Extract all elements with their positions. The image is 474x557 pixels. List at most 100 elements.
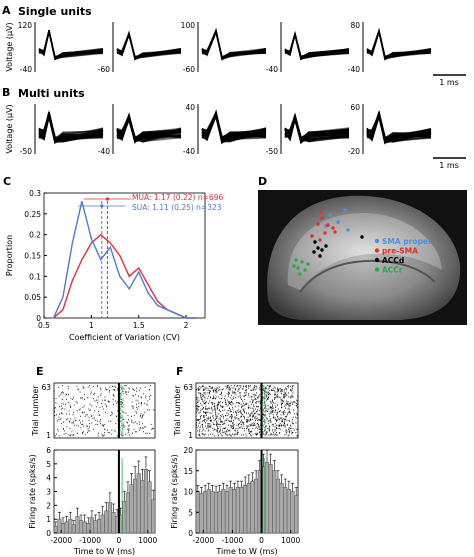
panel-letter-a: A <box>2 4 11 17</box>
y-tick-label: 20 <box>183 446 193 455</box>
y-tick-label: 0.25 <box>24 210 41 219</box>
psth-bar <box>294 495 299 534</box>
waveform-row-single: 120 -40 -60 100 -60 -40 80 -40 Voltage (μV) 1 ms <box>5 21 466 87</box>
x-tick-label: -2000 <box>192 536 214 545</box>
psth-bar <box>125 492 130 534</box>
recording-site-dot <box>320 248 324 252</box>
psth-bar <box>286 489 291 534</box>
psth-bar <box>203 491 208 534</box>
recording-site-dot <box>318 238 322 242</box>
waveform-trace <box>116 113 182 140</box>
psth-bar <box>122 500 127 534</box>
recording-site-dot <box>316 246 320 250</box>
psth-bar <box>93 520 98 534</box>
y-tick-label: 5 <box>188 508 193 517</box>
y-tick-label: 0.2 <box>29 231 41 240</box>
y-tick-label: 5 <box>46 460 51 469</box>
recording-site-dot <box>313 240 317 244</box>
raster-frame <box>195 382 299 439</box>
psth-bar <box>283 487 288 534</box>
waveform-ytick-top: 120 <box>18 21 33 30</box>
waveform-trace <box>38 30 104 59</box>
psth-bar <box>290 491 295 534</box>
recording-site-dot <box>303 268 307 272</box>
recording-site-dot <box>306 262 310 266</box>
waveform-ytick-top: 100 <box>181 21 196 30</box>
voltage-axis-label: Voltage (μV) <box>5 104 14 153</box>
raster-frame <box>53 382 156 439</box>
recording-site-dot <box>328 213 332 217</box>
waveform-ytick-bottom: -40 <box>98 147 110 156</box>
psth-bar <box>111 512 116 534</box>
psth-bar <box>268 464 273 534</box>
waveform-trace <box>201 108 267 144</box>
y-tick-label: 0.1 <box>29 272 41 281</box>
x-axis-label: Time to W (ms) <box>73 547 135 556</box>
recording-site-dot <box>310 234 314 238</box>
psth-bar <box>129 484 134 534</box>
x-axis-label: Coefficient of Variation (CV) <box>69 333 180 342</box>
panel-letter-c: C <box>3 175 11 188</box>
waveform-trace <box>38 112 104 144</box>
panel-letter-e: E <box>36 365 44 378</box>
raster-ytick-top: 63 <box>183 383 193 392</box>
x-tick-label: 0 <box>259 536 264 545</box>
waveform-ytick-bottom: -60 <box>183 65 195 74</box>
legend-marker <box>374 267 380 272</box>
psth-bar <box>217 491 222 534</box>
psth-bar <box>206 489 211 534</box>
waveform-ytick-top: 40 <box>185 103 195 112</box>
y-tick-label: 3 <box>46 488 51 497</box>
neuron-e-raster-and-psth: 63 1 Trial number -2000 -1000 0 1000 0 1 2 3 4 5 6 Tim… <box>28 382 158 556</box>
legend-sua: SUA: 1.11 (0.25) n=323 <box>132 203 222 212</box>
y-axis-label: Firing rate (spks/s) <box>28 454 37 528</box>
x-tick-label: 2 <box>184 321 189 330</box>
waveform-ytick-bottom: -40 <box>348 65 360 74</box>
psth-bar <box>136 473 141 534</box>
cv-distribution-chart: 0.5 1 1.5 2 0 0.05 0.1 0.15 0.2 0.25 0.3 Coefficien… <box>5 189 223 342</box>
psth-bar <box>140 480 145 534</box>
legend-label: ACCr <box>382 266 403 275</box>
psth-bar <box>147 481 152 534</box>
psth-bar <box>250 480 255 534</box>
recording-site-dot <box>360 235 364 239</box>
y-tick-label: 4 <box>46 474 51 483</box>
psth-bar <box>143 469 149 534</box>
y-axis-label: Proportion <box>5 235 14 276</box>
waveform-ytick-bottom: -40 <box>266 65 278 74</box>
recording-site-dot <box>316 222 320 226</box>
legend-label: SMA proper <box>382 237 432 246</box>
y-tick-label: 10 <box>183 488 193 497</box>
psth-bar <box>60 523 66 534</box>
x-tick-label: 0 <box>117 536 122 545</box>
psth-bar <box>97 518 102 534</box>
raster-ytick-bottom: 1 <box>188 431 193 440</box>
recording-site-dot <box>298 272 302 276</box>
psth-bar <box>68 518 73 534</box>
psth-bar <box>107 502 112 534</box>
raster-ytick-top: 63 <box>41 383 51 392</box>
row-title-multi: Multi units <box>18 87 85 100</box>
recording-site-dot <box>326 223 330 227</box>
x-tick-label: 0.5 <box>38 321 50 330</box>
waveform-ytick-bottom: -60 <box>98 65 110 74</box>
x-tick-label: 1 <box>89 321 94 330</box>
x-tick-label: 1.5 <box>133 321 145 330</box>
raster-y-label: Trial number <box>31 385 40 437</box>
psth-bar <box>264 462 270 534</box>
recording-site-dot <box>324 244 328 248</box>
psth-bar <box>89 517 94 534</box>
psth-bar <box>213 492 219 534</box>
psth-bar <box>232 489 237 534</box>
series-line-sua <box>52 201 196 319</box>
y-axis-label: Firing rate (spks/s) <box>170 454 179 528</box>
waveform-trace <box>284 32 350 60</box>
y-tick-label: 2 <box>46 501 51 510</box>
recording-site-dot <box>318 254 322 258</box>
y-tick-label: 1 <box>46 515 51 524</box>
panel-letter-b: B <box>2 86 10 99</box>
waveform-trace <box>116 31 182 60</box>
waveform-ytick-top: 60 <box>350 103 360 112</box>
